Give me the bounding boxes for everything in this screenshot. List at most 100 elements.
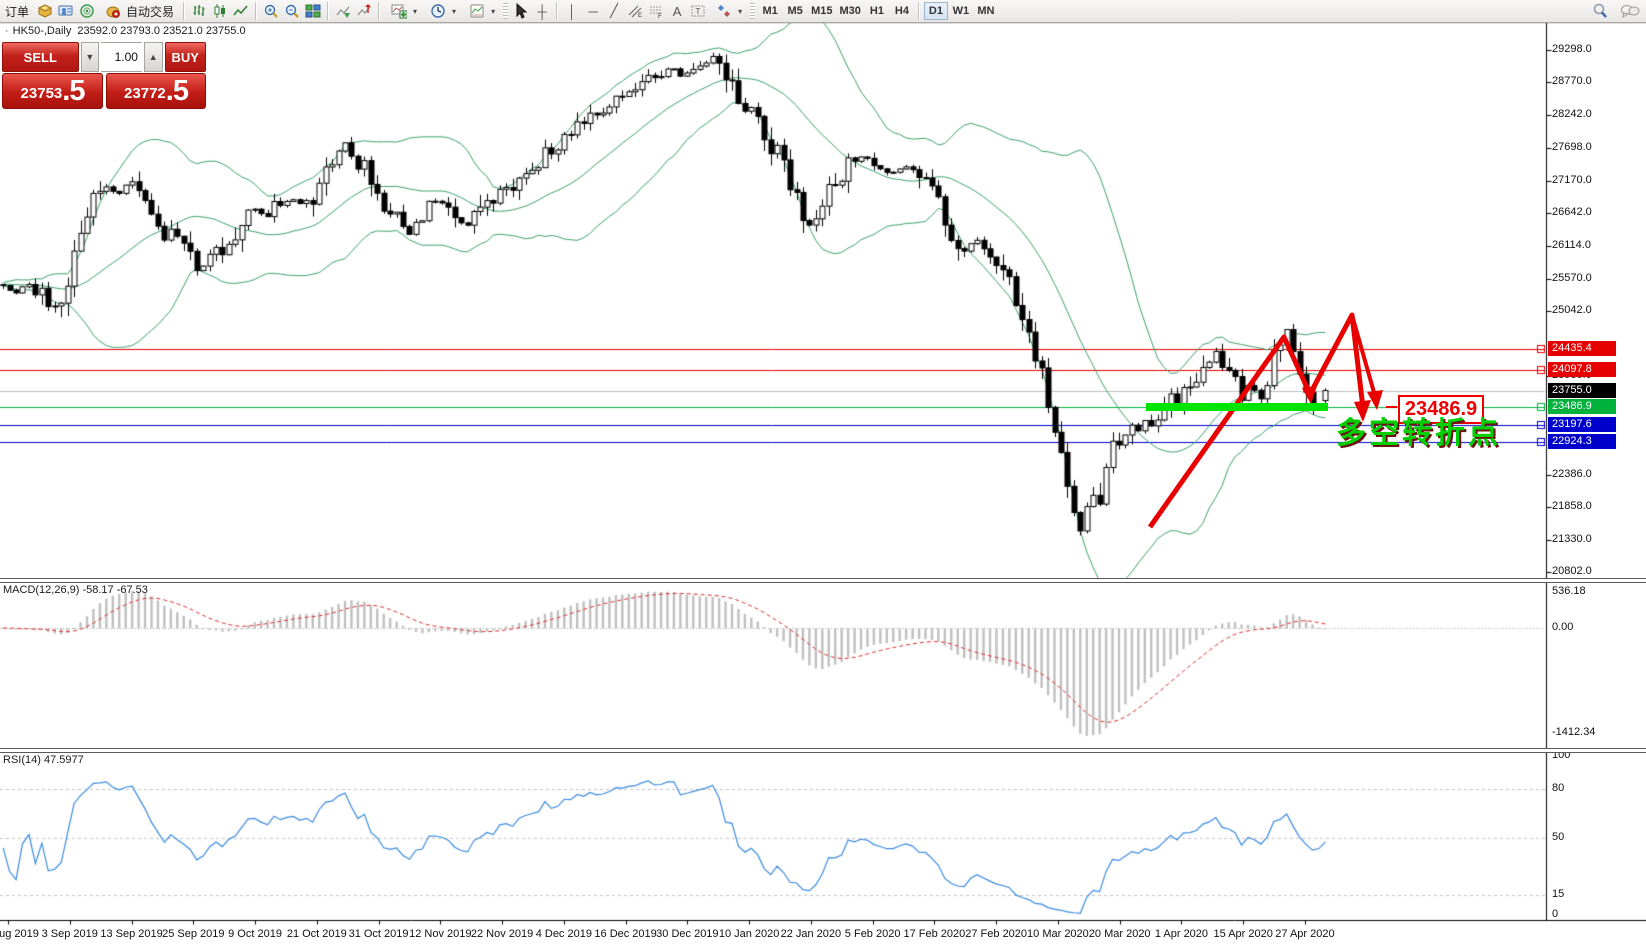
volume-input[interactable]: 1.00	[101, 42, 142, 72]
text-icon[interactable]: A	[672, 3, 682, 19]
toolbar-separator	[327, 2, 330, 20]
date-axis-label: 27 Apr 2020	[1275, 928, 1335, 940]
support-highlight-line[interactable]	[1146, 403, 1328, 411]
price-axis-tick-label: 22386.0	[1552, 467, 1592, 480]
timeframe-button-w1[interactable]: W1	[949, 2, 973, 20]
dropdown-caret-icon: ▾	[452, 6, 457, 16]
fibonacci-icon[interactable]: F	[646, 1, 666, 21]
timeframe-button-m1[interactable]: M1	[758, 2, 782, 20]
chat-icon[interactable]	[1620, 1, 1640, 21]
date-axis-label: 27 Feb 2020	[965, 928, 1028, 940]
autotrading-button[interactable]: 自动交易	[98, 1, 179, 21]
timeframe-button-mn[interactable]: MN	[974, 2, 998, 20]
timeframe-button-m30[interactable]: M30	[837, 2, 864, 20]
crosshair-icon[interactable]: ┼	[537, 3, 547, 19]
support-price-label[interactable]: 23486.9	[1398, 395, 1484, 424]
date-axis-label: 4 Dec 2019	[535, 928, 592, 940]
tile-windows-icon[interactable]	[303, 1, 323, 21]
equidistant-channel-icon[interactable]: E	[625, 1, 645, 21]
buy-price-display[interactable]: 23772.5	[106, 73, 206, 109]
date-axis-label: 20 Mar 2020	[1088, 928, 1151, 940]
templates-button[interactable]: ▾	[462, 0, 500, 22]
one-click-trading-widget: SELL ▼ 1.00 ▲ BUY 23753.5 23772.5	[2, 42, 206, 109]
arrows-shapes-icon	[714, 1, 734, 21]
date-axis-label: 16 Dec 2019	[594, 928, 657, 940]
volume-increase-button[interactable]: ▲	[143, 42, 163, 72]
chart-shift-icon[interactable]	[354, 1, 374, 21]
zoom-in-icon[interactable]	[261, 1, 281, 21]
date-axis-label: 3 Sep 2019	[41, 928, 98, 940]
buy-price-pips: .5	[165, 75, 189, 107]
date-axis-label: 5 Feb 2020	[844, 928, 901, 940]
toolbar-separator	[556, 2, 559, 20]
orders-button[interactable]: 订单	[0, 1, 34, 21]
support-label-connector	[1386, 406, 1397, 408]
bullet-icon: ·	[5, 25, 9, 37]
timeframe-button-h1[interactable]: H1	[865, 2, 889, 20]
chart-title: · HK50-,Daily 23592.0 23793.0 23521.0 2375…	[5, 25, 246, 37]
date-axis-label: 10 Mar 2020	[1027, 928, 1089, 940]
rsi-axis-label: 80	[1552, 781, 1565, 794]
price-axis-tick-label: 25042.0	[1552, 304, 1592, 317]
macd-panel-separator[interactable]	[0, 578, 1646, 583]
date-axis-label: 31 Oct 2019	[348, 928, 409, 940]
indicators-button[interactable]: ▾	[384, 0, 422, 22]
svg-text:T: T	[696, 7, 701, 16]
candlestick-chart-icon[interactable]	[210, 1, 230, 21]
timeframe-button-h4[interactable]: H4	[890, 2, 914, 20]
buy-button[interactable]: BUY	[164, 42, 206, 72]
price-axis-tick-label: 27170.0	[1552, 173, 1592, 186]
periods-button[interactable]: ▾	[423, 0, 461, 22]
periods-clock-icon	[428, 1, 448, 21]
date-axis-label: 17 Feb 2020	[903, 928, 966, 940]
auto-scroll-icon[interactable]	[333, 1, 353, 21]
date-axis-label: 22 Nov 2019	[470, 928, 534, 940]
price-level-badge: 22924.3	[1548, 433, 1616, 449]
date-axis-label: 30 Dec 2019	[656, 928, 719, 940]
sell-price-pips: .5	[62, 75, 85, 107]
zoom-out-icon[interactable]	[282, 1, 302, 21]
line-chart-icon[interactable]	[231, 1, 251, 21]
autotrading-icon	[103, 1, 123, 21]
cursor-icon[interactable]	[511, 1, 531, 21]
date-axis-label: 13 Sep 2019	[100, 928, 163, 940]
search-icon[interactable]	[1590, 1, 1610, 21]
autotrading-label: 自动交易	[126, 4, 175, 19]
sell-button[interactable]: SELL	[2, 42, 79, 72]
price-axis-tick-label: 20802.0	[1552, 565, 1592, 577]
toolbar-separator	[255, 2, 258, 20]
horizontal-line-icon[interactable]: ─	[588, 3, 598, 19]
date-axis-label: 9 Oct 2019	[228, 928, 282, 940]
metaeditor-icon[interactable]	[56, 1, 76, 21]
timeframe-button-d1[interactable]: D1	[923, 2, 948, 20]
sell-price-main: 23753	[20, 85, 63, 102]
date-axis-label: 22 Jan 2020	[780, 928, 842, 940]
timeframe-button-m5[interactable]: M5	[783, 2, 807, 20]
trendline-icon[interactable]: ╱	[610, 3, 618, 18]
price-axis-tick-label: 26642.0	[1552, 206, 1592, 219]
text-label-icon[interactable]: T	[688, 1, 708, 21]
price-axis-tick-label: 28242.0	[1552, 107, 1592, 120]
timeframe-button-m15[interactable]: M15	[808, 2, 835, 20]
rsi-indicator-label: RSI(14) 47.5977	[3, 754, 84, 766]
svg-text:E: E	[638, 13, 642, 19]
price-axis-tick-label: 21858.0	[1552, 500, 1592, 513]
date-axis-label: 22 Aug 2019	[0, 928, 39, 940]
dropdown-caret-icon: ▾	[738, 6, 743, 16]
ohlc-values: 23592.0 23793.0 23521.0 23755.0	[77, 25, 246, 37]
sell-price-display[interactable]: 23753.5	[2, 73, 103, 109]
vertical-line-icon[interactable]: │	[568, 3, 577, 19]
rsi-panel-separator[interactable]	[0, 748, 1646, 753]
price-axis-tick-label: 29298.0	[1552, 43, 1592, 55]
toolbar: 订单 自动交易	[0, 0, 1646, 23]
indicators-icon	[389, 1, 409, 21]
bar-chart-icon[interactable]	[189, 1, 209, 21]
turning-point-text[interactable]: 多空转折点	[1336, 417, 1501, 450]
price-axis-tick-label: 25570.0	[1552, 272, 1592, 285]
arrows-button[interactable]: ▾	[709, 0, 747, 22]
new-order-icon[interactable]	[35, 1, 55, 21]
broadcast-icon[interactable]	[77, 1, 97, 21]
price-level-badge: 23197.6	[1548, 416, 1616, 432]
volume-decrease-button[interactable]: ▼	[80, 42, 100, 72]
